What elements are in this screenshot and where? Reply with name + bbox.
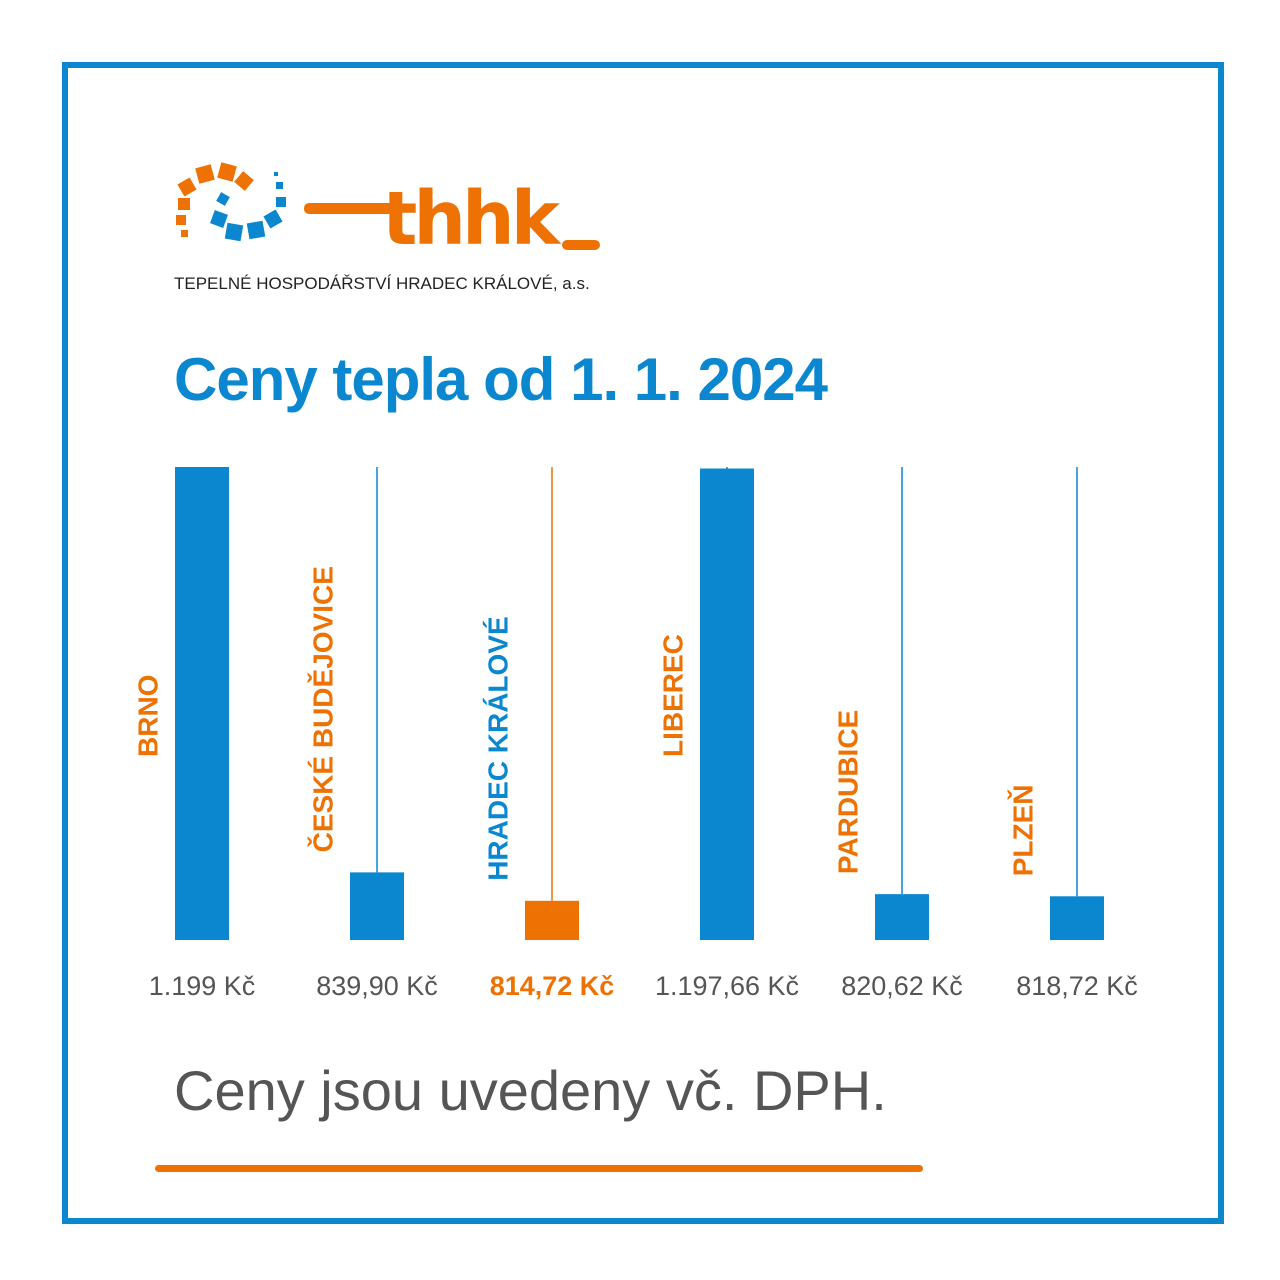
value-label-plzen: 818,72 Kč [1016,971,1138,1001]
thhk-logo-graphic: thhk [176,162,600,262]
category-label-pardubice: PARDUBICE [832,710,863,874]
category-label-brno: BRNO [132,675,163,757]
value-label-ceske-budejovice: 839,90 Kč [316,971,438,1001]
category-label-ceske-budejovice: ČESKÉ BUDĚJOVICE [306,566,338,852]
category-label-hradec-kralove: HRADEC KRÁLOVÉ [482,616,513,880]
bar-hradec-kralove [525,900,579,940]
bar-ceske-budejovice [350,872,404,940]
value-label-pardubice: 820,62 Kč [841,971,963,1001]
value-label-liberec: 1.197,66 Kč [655,971,799,1001]
value-label-brno: 1.199 Kč [149,971,256,1001]
logo-wordmark: thhk [382,176,562,260]
blue-frame [62,62,1224,1224]
bar-pardubice [875,894,929,940]
company-name: TEPELNÉ HOSPODÁŘSTVÍ HRADEC KRÁLOVÉ, a.s… [174,274,590,293]
page-title: Ceny tepla od 1. 1. 2024 [174,346,828,413]
vat-footnote: Ceny jsou uvedeny vč. DPH. [174,1059,887,1122]
category-label-liberec: LIBEREC [657,634,688,757]
category-label-plzen: PLZEŇ [1007,785,1038,877]
value-label-hradec-kralove: 814,72 Kč [490,971,615,1001]
bar-liberec [700,468,754,940]
bar-plzen [1050,896,1104,940]
logo-ring-icon [176,162,286,242]
thhk-logo: thhk [172,160,612,265]
orange-underline [155,1165,923,1172]
bar-brno [175,467,229,940]
